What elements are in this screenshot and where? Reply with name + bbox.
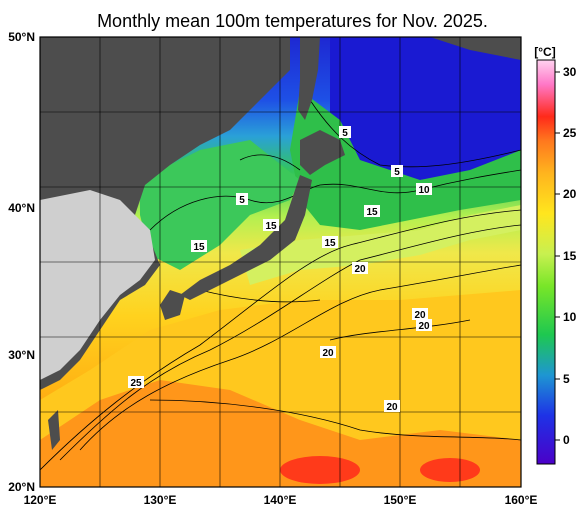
honshu-land [180,175,312,300]
y-axis-labels: 50°N 40°N 30°N 20°N [8,30,35,494]
contour-label: 15 [364,205,380,218]
kuril-land [430,37,521,60]
svg-text:5: 5 [394,167,400,178]
cold-water-region [330,37,521,200]
svg-text:20: 20 [418,321,430,332]
hot-spot [420,458,480,482]
svg-text:15: 15 [265,221,277,232]
colorbar-tick: 10 [563,310,577,324]
svg-text:20: 20 [386,402,398,413]
svg-text:5: 5 [239,195,245,206]
y-tick-30: 30°N [8,348,35,362]
svg-text:10: 10 [418,185,430,196]
svg-text:20: 20 [322,348,334,359]
colorbar-tick: 25 [563,126,577,140]
colorbar-unit: [°C] [534,45,555,59]
colorbar-tick: 5 [563,372,570,386]
kyushu-land [160,290,185,320]
contour-label: 20 [352,262,368,275]
map-frame [39,36,522,488]
svg-text:15: 15 [324,238,336,249]
contour-label: 25 [128,376,144,389]
svg-text:20: 20 [414,310,426,321]
contour-label: 15 [263,219,279,232]
colorbar-scale [536,59,556,465]
x-axis-labels: 120°E 130°E 140°E 150°E 160°E [24,493,538,507]
x-tick-130: 130°E [144,493,177,507]
svg-text:20: 20 [354,264,366,275]
svg-text:15: 15 [366,207,378,218]
colorbar-tick: 20 [563,187,577,201]
taiwan-land [48,410,60,450]
colorbar-tick: 15 [563,249,577,263]
contour-label: 5 [339,126,351,139]
contour-label: 20 [384,400,400,413]
y-tick-20: 20°N [8,480,35,494]
contour-label: 20 [320,346,336,359]
x-tick-140: 140°E [264,493,297,507]
land-areas [40,37,521,450]
mainland-light [40,190,155,380]
x-tick-150: 150°E [384,493,417,507]
svg-text:5: 5 [342,128,348,139]
y-tick-40: 40°N [8,201,35,215]
contour-label: 5 [391,165,403,178]
map-title: Monthly mean 100m temperatures for Nov. … [97,11,488,31]
contour-label: 15 [322,236,338,249]
sakhalin-land [298,37,320,120]
transition-band [240,205,521,285]
contour-label: 15 [191,240,207,253]
hokkaido-land [300,130,345,175]
contour-label: 10 [416,183,432,196]
subarctic-front-region [290,90,521,230]
contour-label: 5 [236,193,248,206]
contour-label-group: 5 5 5 10 15 15 15 15 20 20 20 20 20 25 [128,126,432,413]
contour-label: 20 [412,308,428,321]
contour-label: 20 [416,319,432,332]
colorbar-tick: 0 [563,433,570,447]
svg-text:25: 25 [130,378,142,389]
colorbar-tick: 30 [563,65,577,79]
y-tick-50: 50°N [8,30,35,44]
x-tick-120: 120°E [24,493,57,507]
hot-spot [280,456,360,484]
x-tick-160: 160°E [505,493,538,507]
colorbar: [°C] 30 25 20 15 10 5 0 [534,45,577,465]
svg-text:15: 15 [193,242,205,253]
grid-lines [39,36,521,487]
